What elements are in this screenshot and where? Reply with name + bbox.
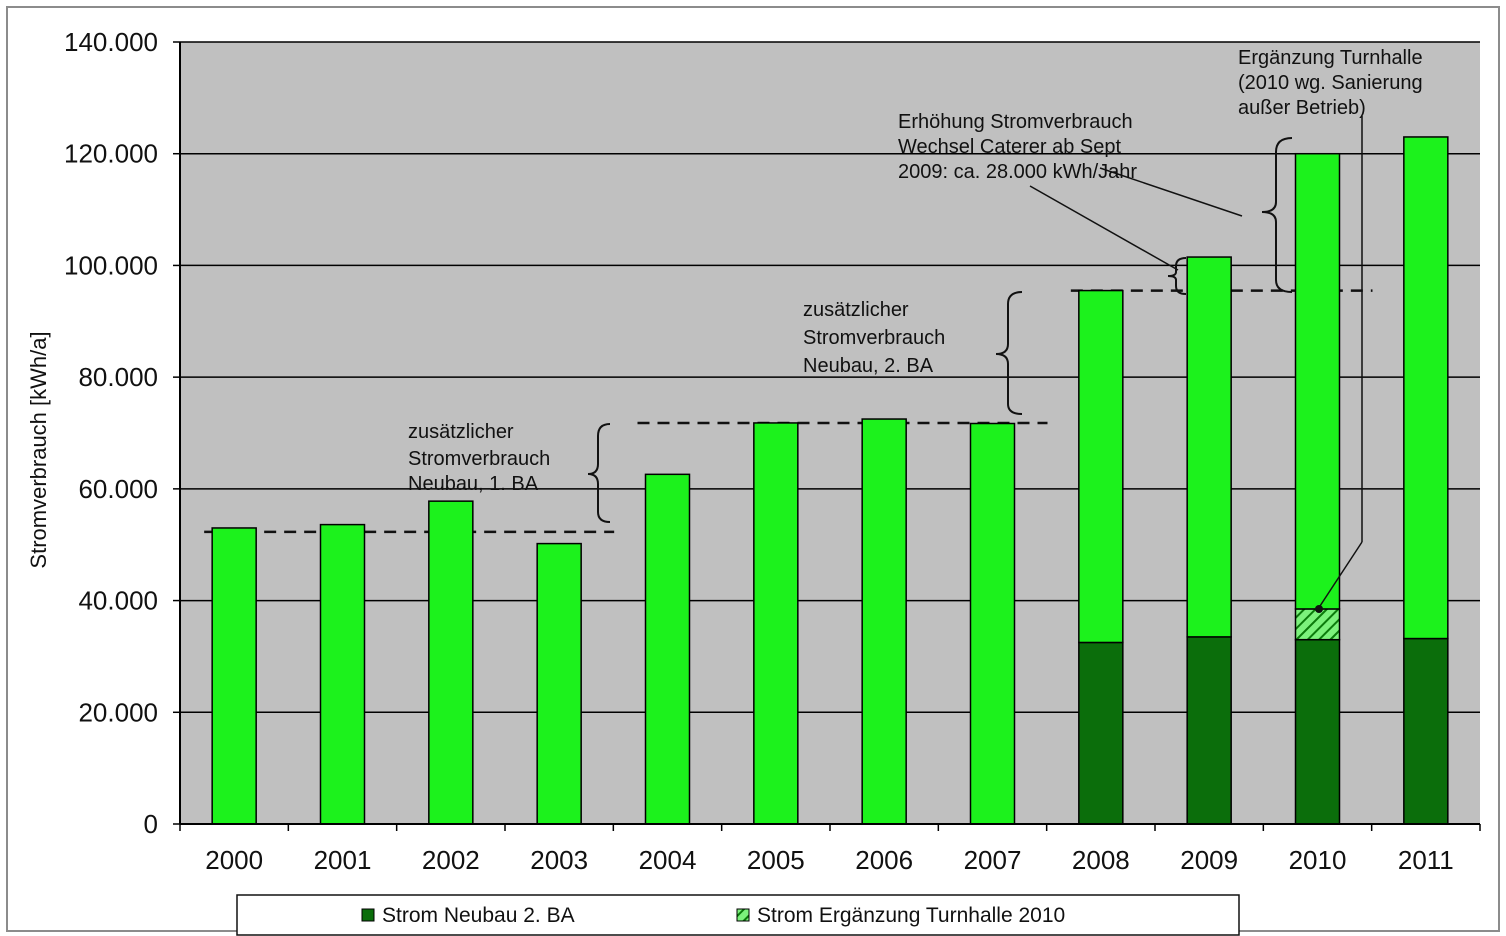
x-tick-label: 2003	[530, 845, 588, 875]
bar-segment	[969, 422, 1016, 825]
annotation-caterer: Erhöhung Stromverbrauch Wechsel Caterer …	[898, 111, 1243, 295]
annotation-line: zusätzlicher	[803, 299, 909, 321]
leader-dot	[1315, 605, 1323, 613]
annotation-line: Neubau, 2. BA	[803, 355, 934, 377]
x-tick-label: 2001	[314, 845, 372, 875]
gridlines	[180, 41, 1480, 714]
x-tick-label: 2010	[1289, 845, 1347, 875]
leader-line	[1029, 185, 1179, 271]
annotation-line: Stromverbrauch	[408, 448, 550, 470]
y-tick-label: 20.000	[78, 697, 158, 727]
bar-segment	[1294, 152, 1341, 610]
annotation-line: 2009: ca. 28.000 kWh/Jahr	[898, 161, 1137, 183]
bar-segment	[536, 542, 582, 825]
legend-swatch-turnhalle	[736, 908, 750, 922]
bar-segment	[1186, 256, 1232, 638]
x-tick-label: 2008	[1072, 845, 1130, 875]
bar-segment	[319, 523, 366, 825]
annotation-line: Stromverbrauch	[803, 327, 945, 349]
y-tick-label: 0	[144, 809, 158, 839]
y-tick-label: 40.000	[78, 586, 158, 616]
bar-segment	[1294, 608, 1341, 641]
x-tick-label: 2002	[422, 845, 480, 875]
y-tick-label: 140.000	[64, 27, 158, 57]
bar-segment	[644, 473, 691, 825]
legend-label-neubau: Strom Neubau 2. BA	[382, 904, 575, 927]
x-tick-labels: 2000 2001 2002 2003 2004 2005 2006 2007 2008 2009…	[205, 845, 1454, 875]
x-tick-label: 2004	[639, 845, 697, 875]
bar-segment	[1186, 636, 1232, 825]
brace	[995, 291, 1023, 415]
bar-segment	[1403, 136, 1449, 640]
annotation-neubau-1: zusätzlicher Stromverbrauch Neubau, 1. B…	[408, 421, 611, 523]
y-axis-label: Stromverbrauch [kWh/a]	[26, 331, 51, 568]
bar-segment	[428, 500, 474, 825]
y-tick-label: 80.000	[78, 362, 158, 392]
brace	[1167, 257, 1187, 295]
bar-segment	[753, 422, 799, 825]
annotation-line: zusätzlicher	[408, 421, 514, 443]
bar-segment	[211, 527, 257, 825]
leader-line	[1319, 541, 1363, 607]
x-tick-label: 2007	[964, 845, 1022, 875]
x-tick-label: 2000	[205, 845, 263, 875]
x-tick-label: 2006	[855, 845, 913, 875]
bar-segment	[1078, 641, 1124, 825]
annotation-line: Wechsel Caterer ab Sept	[898, 136, 1122, 158]
leader-line	[1099, 167, 1243, 217]
bar-segment	[1294, 638, 1341, 825]
plot-area	[180, 42, 1480, 824]
legend-swatch-neubau	[361, 908, 375, 922]
brace	[587, 423, 611, 523]
annotation-line: Neubau, 1. BA	[408, 473, 539, 495]
y-tick-label: 100.000	[64, 250, 158, 280]
y-tick-label: 60.000	[78, 474, 158, 504]
axes	[173, 41, 1481, 831]
bar-segment	[1078, 289, 1124, 644]
annotation-line: außer Betrieb)	[1238, 97, 1366, 119]
x-tick-label: 2005	[747, 845, 805, 875]
annotation-line: Erhöhung Stromverbrauch	[898, 111, 1133, 133]
bar-segment	[861, 418, 907, 825]
y-tick-label: 120.000	[64, 139, 158, 169]
bar-segment	[1403, 637, 1449, 825]
annotation-line: Ergänzung Turnhalle	[1238, 47, 1423, 69]
brace	[1261, 137, 1293, 293]
y-tick-labels: 0 20.000 40.000 60.000 80.000 100.000 120.000 1…	[64, 27, 158, 839]
annotation-neubau-2: zusätzlicher Stromverbrauch Neubau, 2. B…	[803, 291, 1023, 415]
x-tick-label: 2011	[1398, 845, 1454, 875]
annotation-turnhalle: Ergänzung Turnhalle (2010 wg. Sanierung …	[1238, 47, 1423, 613]
legend-label-turnhalle: Strom Ergänzung Turnhalle 2010	[757, 904, 1065, 927]
annotation-line: (2010 wg. Sanierung	[1238, 72, 1423, 94]
x-tick-label: 2009	[1180, 845, 1238, 875]
legend: Strom Neubau 2. BA Strom Ergänzung Turnh…	[236, 894, 1240, 936]
